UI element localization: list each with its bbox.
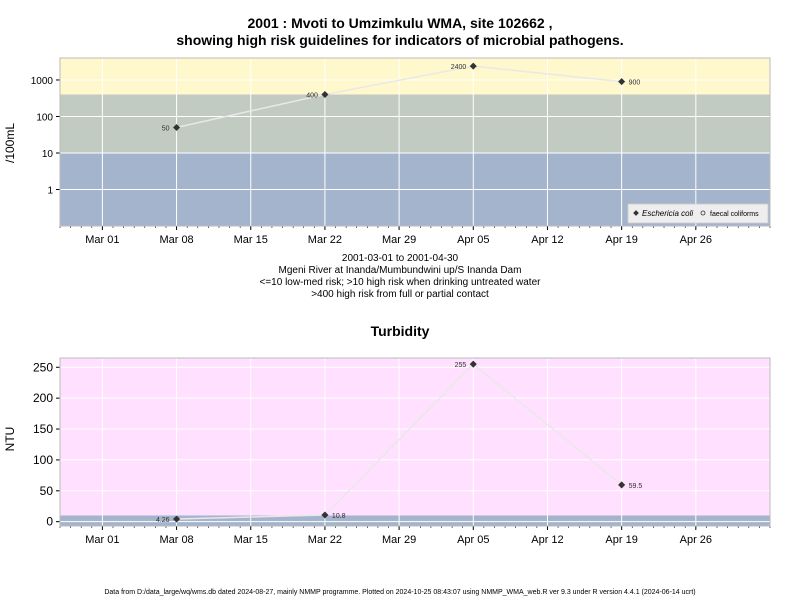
- chart1-legend-label-ecoli: Eschericia coli: [642, 209, 693, 218]
- chart1-x-tick-label: Apr 05: [457, 234, 489, 246]
- chart2-risk-band: [60, 358, 770, 516]
- chart1-y-tick-label: 1000: [31, 76, 54, 87]
- chart1-data-point: [618, 78, 626, 86]
- chart1-data-point: [321, 90, 329, 99]
- chart1-data-label: 50: [162, 125, 170, 132]
- chart1-legend-marker-faecal: [700, 210, 706, 216]
- chart2-x-tick-label: Apr 19: [605, 534, 637, 546]
- chart2-y-tick-label: 200: [33, 391, 53, 405]
- chart2-data-point: [618, 481, 626, 489]
- chart1-x-tick-label: Mar 22: [308, 234, 342, 246]
- chart1-note-1: 2001-03-01 to 2001-04-30: [341, 253, 459, 264]
- chart2-x-tick-label: Apr 05: [457, 534, 489, 546]
- chart1-x-tick-label: Mar 08: [159, 234, 193, 246]
- chart1-risk-band: [60, 94, 770, 153]
- chart1-risk-band: [60, 58, 770, 95]
- chart1-y-tick-label: 10: [42, 149, 54, 160]
- chart2-y-tick-label: 0: [46, 515, 53, 529]
- chart1-title-line1: 2001 : Mvoti to Umzimkulu WMA, site 1026…: [247, 15, 553, 31]
- chart1-plot-border: [59, 57, 771, 227]
- chart2-data-label: 4.26: [156, 517, 170, 524]
- chart1-data-label: 900: [629, 80, 641, 87]
- chart1-note-4: >400 high risk from full or partial cont…: [311, 289, 489, 300]
- chart1-legend-marker-ecoli: [633, 210, 639, 216]
- chart1-x-tick-label: Apr 19: [605, 234, 637, 246]
- chart2-y-tick-label: 250: [33, 360, 53, 374]
- chart2-y-tick-label: 50: [40, 484, 54, 498]
- chart1-data-point: [469, 62, 477, 70]
- chart1-legend: [627, 203, 769, 224]
- chart1-x-tick-label: Apr 26: [680, 234, 712, 246]
- chart2-data-label: 59.5: [629, 483, 643, 490]
- chart1-y-tick-label: 1: [47, 185, 53, 196]
- chart1-data-label: 400: [306, 93, 318, 100]
- chart1-y-tick-label: 100: [36, 112, 53, 123]
- chart2-series-line: [176, 363, 623, 520]
- chart1-note-2: Mgeni River at Inanda/Mumbundwini up/S I…: [278, 265, 522, 276]
- chart1-x-tick-label: Apr 12: [531, 234, 563, 246]
- chart2-plot-border: [59, 357, 771, 527]
- chart1-legend-label-faecal: faecal coliforms: [710, 211, 759, 218]
- chart2-x-tick-label: Mar 29: [382, 534, 416, 546]
- chart1-note-3: <=10 low-med risk; >10 high risk when dr…: [259, 277, 541, 288]
- chart1-data-point: [173, 123, 181, 132]
- footer-note: Data from D:/data_large/wq/wms.db dated …: [104, 589, 696, 596]
- chart1-series-line: [176, 65, 622, 129]
- chart2-y-tick-label: 150: [33, 422, 53, 436]
- chart2-x-tick-label: Apr 12: [531, 534, 563, 546]
- chart1-x-tick-label: Mar 29: [382, 234, 416, 246]
- chart2-svg: Mar 01 Mar 08 Mar 15 Mar 22 Mar 29 Apr 05 Apr …: [33, 357, 771, 546]
- chart2-x-tick-label: Mar 15: [234, 534, 268, 546]
- chart2-data-label: 10.8: [332, 513, 346, 520]
- chart1-title-line2: showing high risk guidelines for indicat…: [176, 32, 624, 48]
- chart1-x-tick-label: Mar 15: [234, 234, 268, 246]
- chart2-x-tick-label: Mar 08: [159, 534, 193, 546]
- chart2-data-label: 255: [455, 362, 467, 369]
- chart2-x-tick-label: Apr 26: [680, 534, 712, 546]
- chart2-x-tick-label: Mar 22: [308, 534, 342, 546]
- chart1-data-label: 2400: [451, 64, 467, 71]
- chart2-title: Turbidity: [370, 323, 430, 339]
- chart2-data-point: [173, 515, 181, 523]
- chart2-risk-band: [60, 515, 770, 526]
- chart2-x-tick-label: Mar 01: [85, 534, 119, 546]
- chart1-svg: Mar 01 Mar 08 Mar 15 Mar 22 Mar 29 Apr 05 Apr …: [31, 57, 771, 246]
- chart2-y-tick-label: 100: [33, 453, 53, 467]
- chart1-x-tick-label: Mar 01: [85, 234, 119, 246]
